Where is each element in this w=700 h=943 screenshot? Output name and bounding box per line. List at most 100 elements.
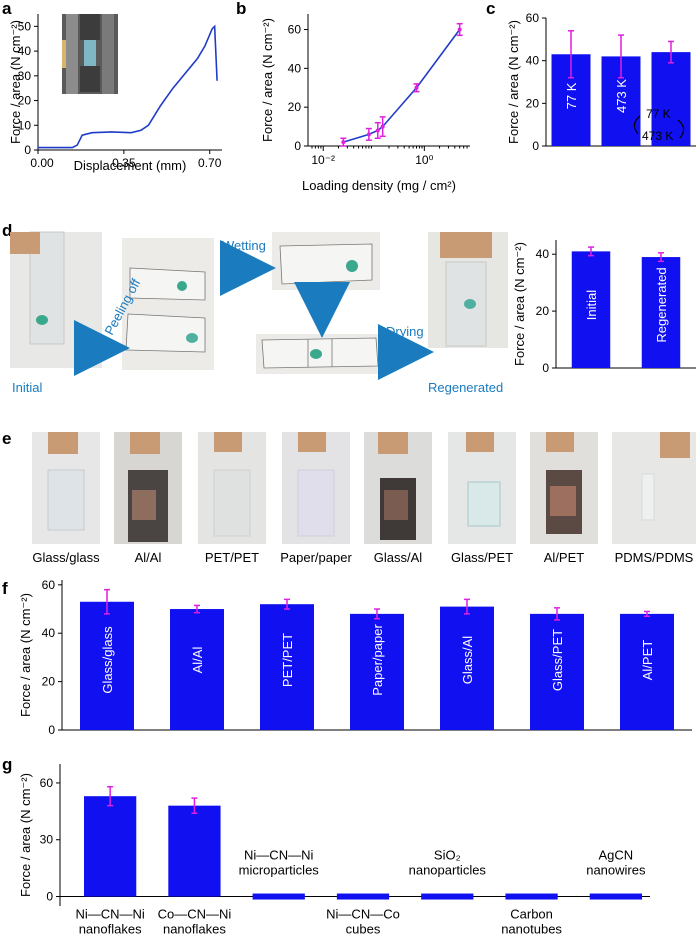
e-caption-6: Al/PET (544, 550, 585, 565)
g-bar-2 (252, 893, 305, 900)
photo-wetting (272, 232, 380, 290)
g-category-label-line2-0: nanoflakes (79, 922, 142, 937)
c-ytick-label-20: 20 (526, 96, 540, 110)
chart-c: 0 20 40 60 77 K 473 K Force / area (N cm⁻²) (506, 11, 696, 153)
c-bar-label-1: 473 K (614, 79, 629, 113)
g-bar-0 (84, 796, 137, 897)
a-ytick-label-50: 50 (18, 19, 32, 33)
g-category-label-line2-5: nanotubes (501, 922, 562, 937)
cycle-arrow-right (677, 119, 685, 139)
annot-77k: 77 K (646, 107, 671, 121)
f-bar-label-3: Paper/paper (370, 624, 385, 696)
f-bar-3 (350, 613, 404, 730)
panel-label-d: d (2, 221, 12, 240)
f-ytick-label-20: 20 (42, 675, 56, 689)
f-bar-label-0: Glass/glass (100, 626, 115, 694)
c-ytick-label-40: 40 (526, 54, 540, 68)
e-caption-5: Glass/PET (451, 550, 513, 565)
photo-peeling-off (122, 238, 214, 370)
panel-label-g: g (2, 755, 12, 774)
f-bar-1 (170, 609, 224, 730)
panel-label-f: f (2, 579, 8, 598)
chart-f: 0 20 40 60 Glass/glass Al/Al PET/PET Paper/pape… (18, 578, 692, 737)
g-category-label-line2-6: nanowires (586, 863, 646, 878)
d-bar-1 (641, 257, 681, 368)
f-bar-2 (260, 604, 314, 730)
photo-glass-glass (32, 432, 100, 544)
photo-al-al (114, 432, 182, 544)
c-ytick-label-60: 60 (526, 11, 540, 25)
d-ytick-label-20: 20 (536, 304, 550, 318)
photo-regenerated (428, 232, 508, 348)
d-ytick-label-0: 0 (542, 361, 549, 375)
panel-label-a: a (2, 0, 12, 18)
g-category-label-line1-0: Ni—CN—Ni (75, 907, 144, 922)
b-ytick-label-40: 40 (288, 61, 302, 75)
g-bar-3 (336, 893, 390, 900)
e-caption-0: Glass/glass (32, 550, 100, 565)
a-x-axis-label: Displacement (mm) (74, 158, 187, 173)
a-y-axis-label: Force / area (N cm⁻²) (8, 20, 23, 144)
photo-glass-pet (448, 432, 516, 544)
f-ytick-label-40: 40 (42, 626, 56, 640)
g-category-label-line2-3: cubes (346, 922, 381, 937)
tensile-tester-photo (62, 14, 118, 94)
f-bar-label-4: Glass/Al (460, 636, 475, 685)
a-ytick-label-20: 20 (18, 94, 32, 108)
b-point-4 (414, 85, 419, 90)
b-y-axis-label: Force / area (N cm⁻²) (260, 18, 275, 142)
chart-b: 0 20 40 60 10⁻² 10⁰ Loading density (mg / cm²)… (260, 14, 470, 193)
a-ytick-label-40: 40 (18, 44, 32, 58)
label-drying: Drying (386, 324, 424, 339)
f-bar-label-6: Al/PET (640, 640, 655, 681)
panel-c-annotation: 77 K 473 K (633, 107, 685, 143)
label-initial: Initial (12, 380, 42, 395)
b-point-3 (380, 124, 385, 129)
photo-pdms-pdms (612, 432, 696, 544)
d-bar-label-1: Regenerated (654, 267, 669, 342)
f-ytick-label-0: 0 (48, 723, 55, 737)
f-bar-0 (80, 601, 134, 730)
g-bar-5 (505, 893, 558, 900)
g-bar-1 (168, 805, 221, 897)
a-force-curve (38, 24, 218, 149)
g-category-label-line1-1: Co—CN—Ni (158, 907, 232, 922)
g-category-label-line1-3: Ni—CN—Co (326, 907, 400, 922)
c-bar-label-0: 77 K (564, 82, 579, 109)
f-bar-5 (530, 613, 584, 730)
a-xtick-label-2: 0.70 (198, 156, 222, 170)
panel-e-photos (32, 432, 696, 544)
g-category-label-line2-4: nanoparticles (409, 863, 487, 878)
b-ytick-label-20: 20 (288, 100, 302, 114)
a-ytick-label-10: 10 (18, 118, 32, 132)
d-bar-0 (571, 251, 611, 368)
d-y-axis-label: Force / area (N cm⁻²) (512, 242, 527, 366)
g-category-label-line1-5: Carbon (510, 907, 553, 922)
b-ytick-label-0: 0 (294, 139, 301, 153)
photo-paper-paper (282, 432, 350, 544)
d-ytick-label-40: 40 (536, 247, 550, 261)
f-bar-label-1: Al/Al (190, 647, 205, 674)
g-y-axis-label: Force / area (N cm⁻²) (18, 773, 33, 897)
e-caption-7: PDMS/PDMS (615, 550, 694, 565)
photo-drying (256, 334, 384, 374)
b-xtick-label-1: 10⁰ (415, 153, 433, 167)
label-regenerated: Regenerated (428, 380, 503, 395)
b-point-0 (341, 140, 346, 145)
chart-d: 0 20 40 Initial Regenerated Force / area (N c… (512, 240, 696, 375)
e-caption-3: Paper/paper (280, 550, 352, 565)
a-xtick-label-0: 0.00 (30, 156, 54, 170)
photo-glass-al (364, 432, 432, 544)
d-bar-label-0: Initial (584, 290, 599, 320)
g-bar-4 (421, 893, 474, 900)
label-wetting: Wetting (222, 238, 266, 253)
g-bar-6 (589, 893, 642, 900)
b-fit-line (343, 29, 461, 143)
f-y-axis-label: Force / area (N cm⁻²) (18, 593, 33, 717)
b-x-axis-label: Loading density (mg / cm²) (302, 178, 456, 193)
b-point-5 (457, 27, 462, 32)
g-ytick-label-30: 30 (40, 833, 54, 847)
e-caption-4: Glass/Al (374, 550, 423, 565)
